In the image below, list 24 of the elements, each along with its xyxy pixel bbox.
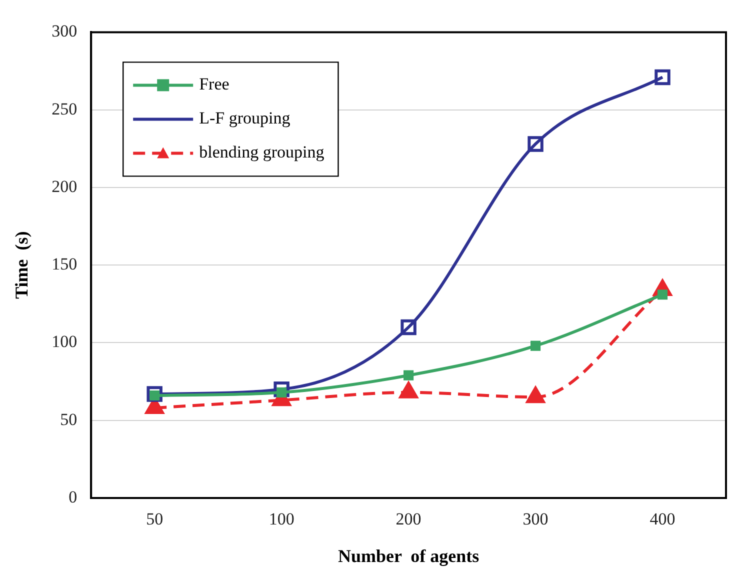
x-axis-title: Number of agents — [338, 546, 480, 566]
legend-label: Free — [199, 74, 230, 94]
legend-label: blending grouping — [199, 142, 325, 162]
point — [400, 319, 416, 336]
y-tick-label: 100 — [52, 332, 78, 352]
point — [654, 69, 670, 86]
point — [657, 290, 668, 300]
y-axis-title: Time (s) — [11, 231, 32, 299]
x-tick-label: 300 — [522, 510, 548, 529]
y-tick-label: 200 — [52, 176, 78, 196]
x-tick-label: 200 — [396, 510, 422, 529]
point — [528, 136, 544, 152]
y-tick-label: 250 — [52, 99, 78, 118]
y-tick-label: 0 — [68, 487, 78, 506]
y-tick-label: 50 — [60, 410, 78, 429]
point — [530, 340, 541, 351]
x-tick-label: 50 — [146, 510, 164, 529]
x-tick-label: 100 — [268, 510, 294, 529]
y-tick-label: 300 — [52, 22, 78, 41]
legend-label: L-F grouping — [199, 108, 291, 128]
x-tick-label: 400 — [650, 510, 676, 529]
y-tick-label: 150 — [52, 254, 78, 274]
point — [404, 370, 414, 380]
point — [146, 386, 162, 402]
